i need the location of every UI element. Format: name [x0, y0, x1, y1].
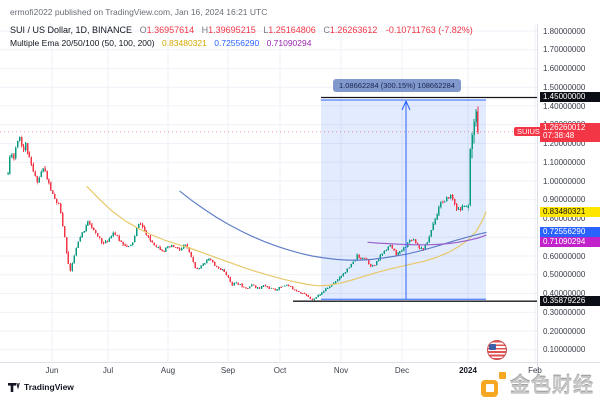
symbol-title[interactable]: SUI / US Dollar, 1D, BINANCE — [10, 25, 133, 35]
price-tick-label: 1.50000000 — [543, 82, 586, 92]
time-tick-label: Dec — [394, 366, 410, 375]
price-tick-label: 1.40000000 — [543, 101, 586, 111]
bar-countdown: 07:38:48 — [543, 131, 575, 141]
open-key: O — [139, 25, 147, 35]
high-value: 1.39695215 — [208, 25, 256, 35]
time-tick-label: Oct — [273, 366, 287, 375]
tradingview-mark-icon — [8, 382, 20, 392]
price-tick-label: 0.80000000 — [543, 214, 586, 223]
time-tick-label: 2024 — [459, 366, 477, 375]
time-tick-label: Jul — [102, 366, 114, 375]
grid — [0, 24, 537, 362]
ema-value-2: 0.72556290 — [214, 38, 260, 48]
price-tick-label: 1.80000000 — [543, 26, 586, 36]
ema-purple-price-label: 0.71090294 — [540, 237, 600, 248]
measure-box — [321, 100, 486, 300]
change-value: -0.10711763 (-7.82%) — [385, 25, 473, 35]
indicator-title[interactable]: Multiple Ema 20/50/100 (50, 100, 200) — [10, 38, 155, 48]
price-tick-label: 1.60000000 — [543, 64, 586, 73]
indicator-bar: Multiple Ema 20/50/100 (50, 100, 200) 0.… — [10, 38, 311, 48]
low-key: L — [263, 25, 269, 35]
ema-blue-line — [179, 190, 487, 261]
upper-line-price-label[interactable]: 1.45000000 — [540, 92, 600, 103]
price-tick-label: 1.20000000 — [543, 139, 586, 148]
close-key: C — [323, 25, 330, 35]
tradingview-logo[interactable]: TradingView — [8, 382, 74, 392]
flag-badge — [487, 340, 507, 360]
price-tick-label: 0.50000000 — [543, 270, 586, 280]
price-tick-label: 0.20000000 — [543, 326, 586, 336]
price-tick-label: 0.30000000 — [543, 307, 586, 317]
time-tick-label: Sep — [220, 366, 236, 375]
high-key: H — [201, 25, 209, 35]
attribution: ermofi2022 published on TradingView.com,… — [10, 7, 268, 17]
symbol-price-tag[interactable]: SUIUSD — [514, 127, 549, 137]
ema-yellow-price-label: 0.83480321 — [540, 206, 600, 217]
ema-value-1: 0.83480321 — [161, 38, 207, 48]
price-tick-label: 1.70000000 — [543, 45, 586, 55]
tradingview-wordmark: TradingView — [24, 382, 74, 392]
price-tick-label: 0.60000000 — [543, 251, 586, 261]
close-value: 1.26263612 — [329, 25, 378, 35]
price-tick-label: 1.10000000 — [543, 157, 586, 167]
ema-purple-line — [367, 234, 487, 246]
time-tick-label: Aug — [160, 366, 176, 375]
ema-blue-price-label: 0.72556290 — [540, 227, 600, 238]
ema-yellow-line — [86, 186, 487, 287]
time-tick-label: Jun — [45, 366, 59, 375]
current-price-value: 1.26260012 — [543, 122, 586, 132]
measure-tool-label[interactable]: 1.08662284 (300.15%) 108662284 — [333, 79, 461, 92]
price-tick-label: 0.10000000 — [543, 345, 586, 355]
jinse-watermark: 金色财经 — [481, 369, 594, 398]
price-tick-label: 0.90000000 — [543, 195, 586, 205]
open-value: 1.36957614 — [146, 25, 195, 35]
time-tick-label: Feb — [528, 366, 542, 375]
jinse-logo-icon — [481, 371, 507, 397]
current-price-label[interactable]: 1.26260012 07:38:48 — [540, 122, 600, 142]
low-value: 1.25164806 — [268, 25, 316, 35]
ema-value-3: 0.71090294 — [266, 38, 312, 48]
price-tick-label: 1.00000000 — [543, 176, 586, 186]
symbol-info-bar: SUI / US Dollar, 1D, BINANCE O1.36957614… — [10, 25, 473, 35]
measure-tool — [321, 99, 486, 300]
jinse-watermark-text: 金色财经 — [510, 375, 594, 397]
time-tick-label: Nov — [333, 366, 349, 375]
price-tick-label: 0.40000000 — [543, 289, 586, 298]
flag-badge-canton — [489, 344, 496, 350]
lower-line-price-label[interactable]: 0.35879226 — [540, 296, 600, 307]
